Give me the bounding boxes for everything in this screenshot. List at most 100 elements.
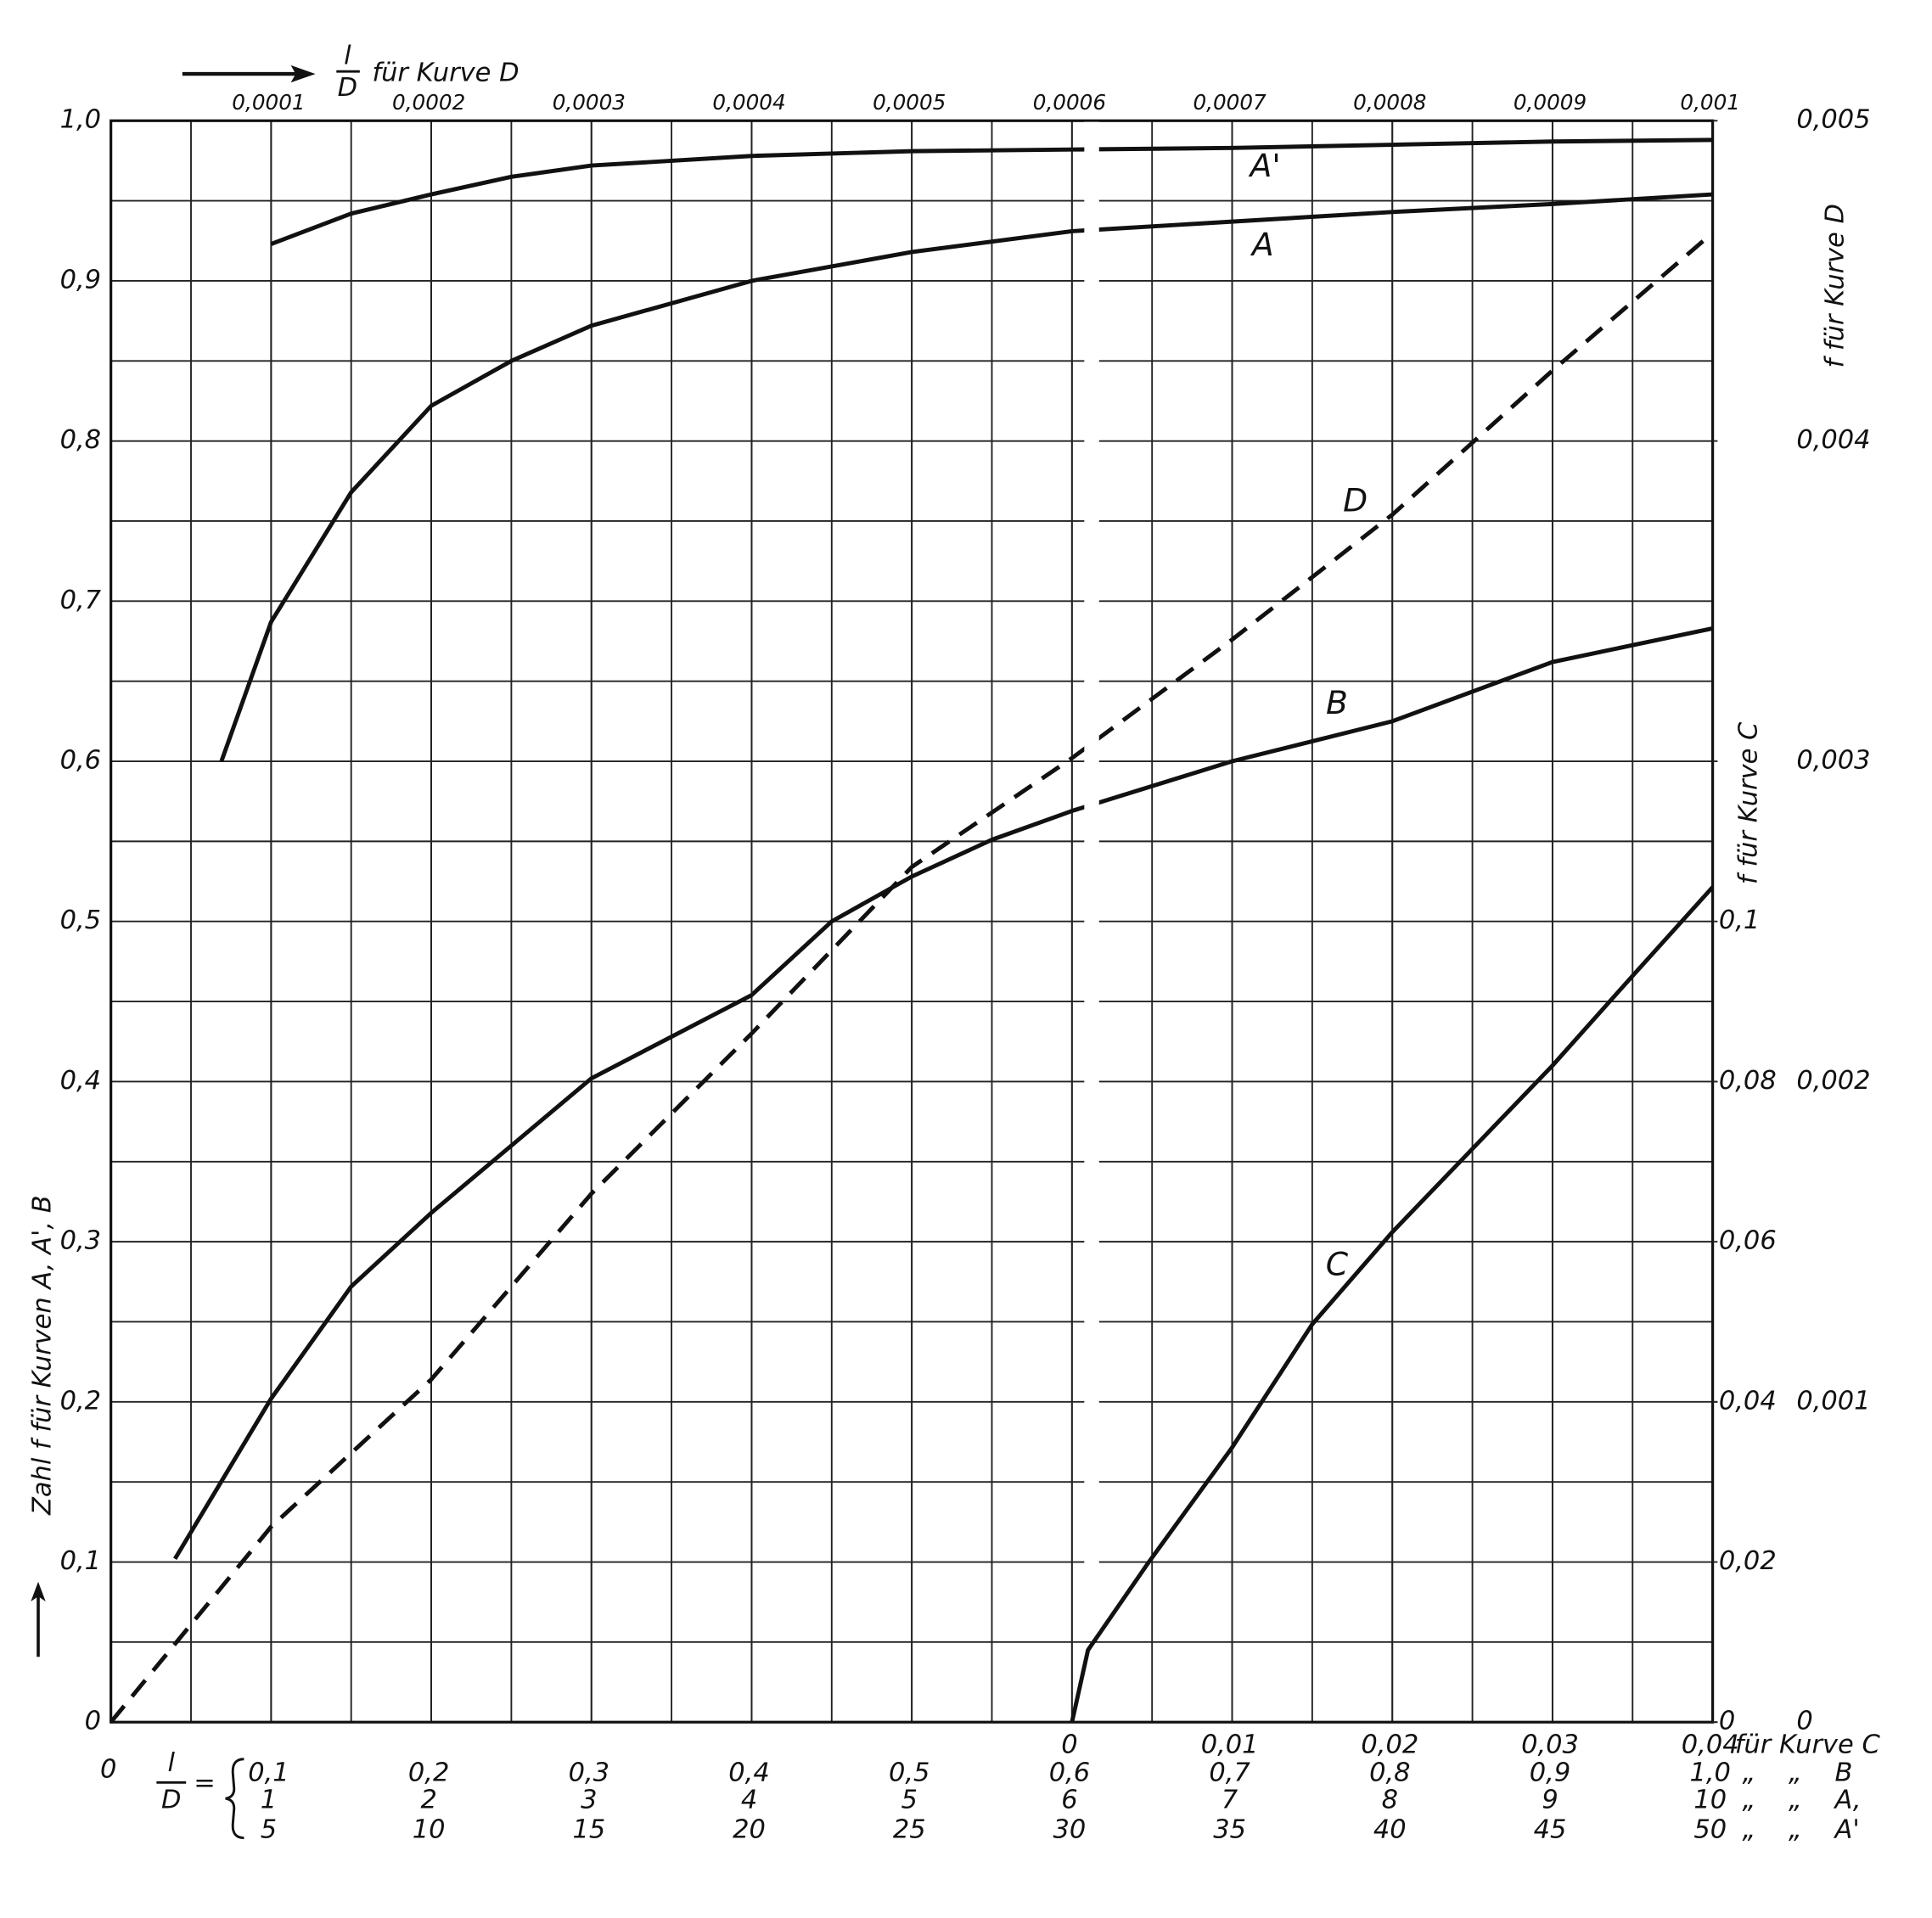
y3-tick-label: 0,08 (1719, 1066, 1777, 1096)
x-tick-label: 0,01 (1201, 1730, 1259, 1759)
equals-sign: = (194, 1768, 216, 1797)
x-tick-label: 4 (741, 1786, 757, 1815)
x-tick-label: 10 (413, 1814, 446, 1844)
y3-tick-label: 0,06 (1719, 1226, 1777, 1256)
y-tick-label: 0,5 (60, 906, 101, 935)
x-tick-label: 0,8 (1369, 1758, 1410, 1788)
x-tick-label: 10 (1693, 1786, 1727, 1815)
curve (173, 626, 1714, 1561)
x-tick-label: 0,6 (1049, 1758, 1090, 1788)
top-axis-denominator: D (338, 73, 357, 103)
y-tick-label: 0 (85, 1707, 101, 1736)
axis-break (1084, 121, 1099, 1631)
curve-label: C (1326, 1246, 1349, 1283)
x-tick-label: 8 (1382, 1786, 1398, 1815)
y2-tick-label: 0 (1796, 1707, 1812, 1736)
top-axis-label: für Kurve D (372, 59, 519, 88)
x-tick-label: 0,2 (408, 1758, 449, 1788)
grid (110, 119, 1715, 1724)
top-tick-label: 0,0003 (553, 90, 626, 115)
x-tick-label: 2 (420, 1786, 436, 1815)
x-tick-label: 0,03 (1521, 1730, 1579, 1759)
x-tick-label: 0,04 (1682, 1730, 1739, 1759)
x-tick-label: 35 (1213, 1814, 1246, 1844)
x-origin-label: 0 (100, 1754, 116, 1784)
x-tick-label: 25 (893, 1814, 926, 1844)
x-tick-label: 0 (1061, 1730, 1077, 1759)
y3-tick-label: 0,1 (1719, 906, 1760, 935)
top-tick-label: 0,0008 (1353, 90, 1426, 115)
top-tick-label: 0,0006 (1033, 90, 1106, 115)
x-tick-label: 5 (261, 1814, 277, 1844)
y-tick-label: 0,8 (60, 425, 101, 455)
x-tick-label: 45 (1534, 1814, 1567, 1844)
x-tick-label: 1 (261, 1786, 277, 1815)
x-tick-label: 5 (901, 1786, 918, 1815)
curve-label: D (1343, 482, 1368, 519)
row-suffix: für Kurve C (1735, 1730, 1881, 1759)
x-tick-label: 15 (572, 1814, 605, 1844)
x-tick-label: 9 (1542, 1786, 1558, 1815)
top-tick-label: 0,001 (1680, 90, 1740, 115)
x-tick-label: 0,1 (248, 1758, 289, 1788)
top-tick-label: 0,0002 (392, 90, 465, 115)
y3-tick-label: 0,04 (1719, 1386, 1777, 1416)
y2-tick-label: 0,005 (1796, 105, 1870, 135)
x-tick-label: 0,9 (1530, 1758, 1570, 1788)
bottom-axis-numerator: l (168, 1748, 176, 1778)
x-tick-label: 3 (581, 1786, 597, 1815)
y-axis-arrowhead (31, 1581, 46, 1601)
y2-axis-label: f für Kurve D (1820, 204, 1850, 368)
curve (219, 192, 1713, 762)
curve (109, 231, 1715, 1724)
y-tick-label: 0,4 (60, 1066, 101, 1096)
top-tick-label: 0,0001 (232, 90, 305, 115)
x-tick-label: 30 (1053, 1814, 1087, 1844)
top-tick-label: 0,0005 (873, 90, 946, 115)
y-tick-label: 0,3 (60, 1226, 101, 1256)
y-tick-label: 0,1 (60, 1546, 101, 1576)
y-tick-label: 1,0 (60, 105, 101, 135)
bottom-axis-denominator: D (161, 1786, 181, 1815)
y3-axis-label: f für Kurve C (1734, 721, 1764, 884)
top-tick-label: 0,0009 (1514, 90, 1587, 115)
y2-tick-label: 0,004 (1796, 425, 1870, 455)
x-tick-label: 0,02 (1361, 1730, 1418, 1759)
curve-label: A (1250, 226, 1274, 263)
y-tick-label: 0,6 (60, 746, 101, 776)
x-tick-label: 0,3 (569, 1758, 609, 1788)
curve-label: B (1326, 684, 1348, 721)
top-axis-arrowhead (290, 64, 316, 83)
y-axis-label: Zahl f für Kurven A, A', B (27, 1195, 57, 1516)
x-tick-label: 40 (1373, 1814, 1407, 1844)
y3-tick-label: 0 (1719, 1707, 1735, 1736)
curve (270, 137, 1713, 246)
y-tick-label: 0,7 (60, 586, 102, 615)
y2-tick-label: 0,001 (1796, 1386, 1870, 1416)
y3-tick-label: 0,02 (1719, 1546, 1777, 1576)
x-tick-label: 0,5 (889, 1758, 929, 1788)
curve-label: A' (1249, 147, 1281, 184)
x-tick-label: 1,0 (1689, 1758, 1730, 1788)
y2-tick-label: 0,003 (1796, 746, 1870, 776)
y-tick-label: 0,2 (60, 1386, 101, 1416)
row-suffix: „ „ B (1742, 1758, 1852, 1788)
top-tick-label: 0,0004 (712, 90, 785, 115)
x-tick-label: 20 (733, 1814, 766, 1844)
curves (109, 121, 1715, 1724)
x-tick-label: 50 (1693, 1814, 1727, 1844)
top-tick-label: 0,0007 (1193, 90, 1266, 115)
row-suffix: „ „ A, (1742, 1786, 1861, 1815)
brace (225, 1758, 244, 1840)
x-tick-label: 0,7 (1209, 1758, 1250, 1788)
x-tick-label: 0,4 (728, 1758, 769, 1788)
curve (1070, 885, 1715, 1723)
row-suffix: „ „ A' (1742, 1814, 1859, 1844)
y2-tick-label: 0,002 (1796, 1066, 1870, 1096)
x-tick-label: 6 (1061, 1786, 1077, 1815)
y-tick-label: 0,9 (60, 265, 101, 294)
x-tick-label: 7 (1222, 1786, 1238, 1815)
